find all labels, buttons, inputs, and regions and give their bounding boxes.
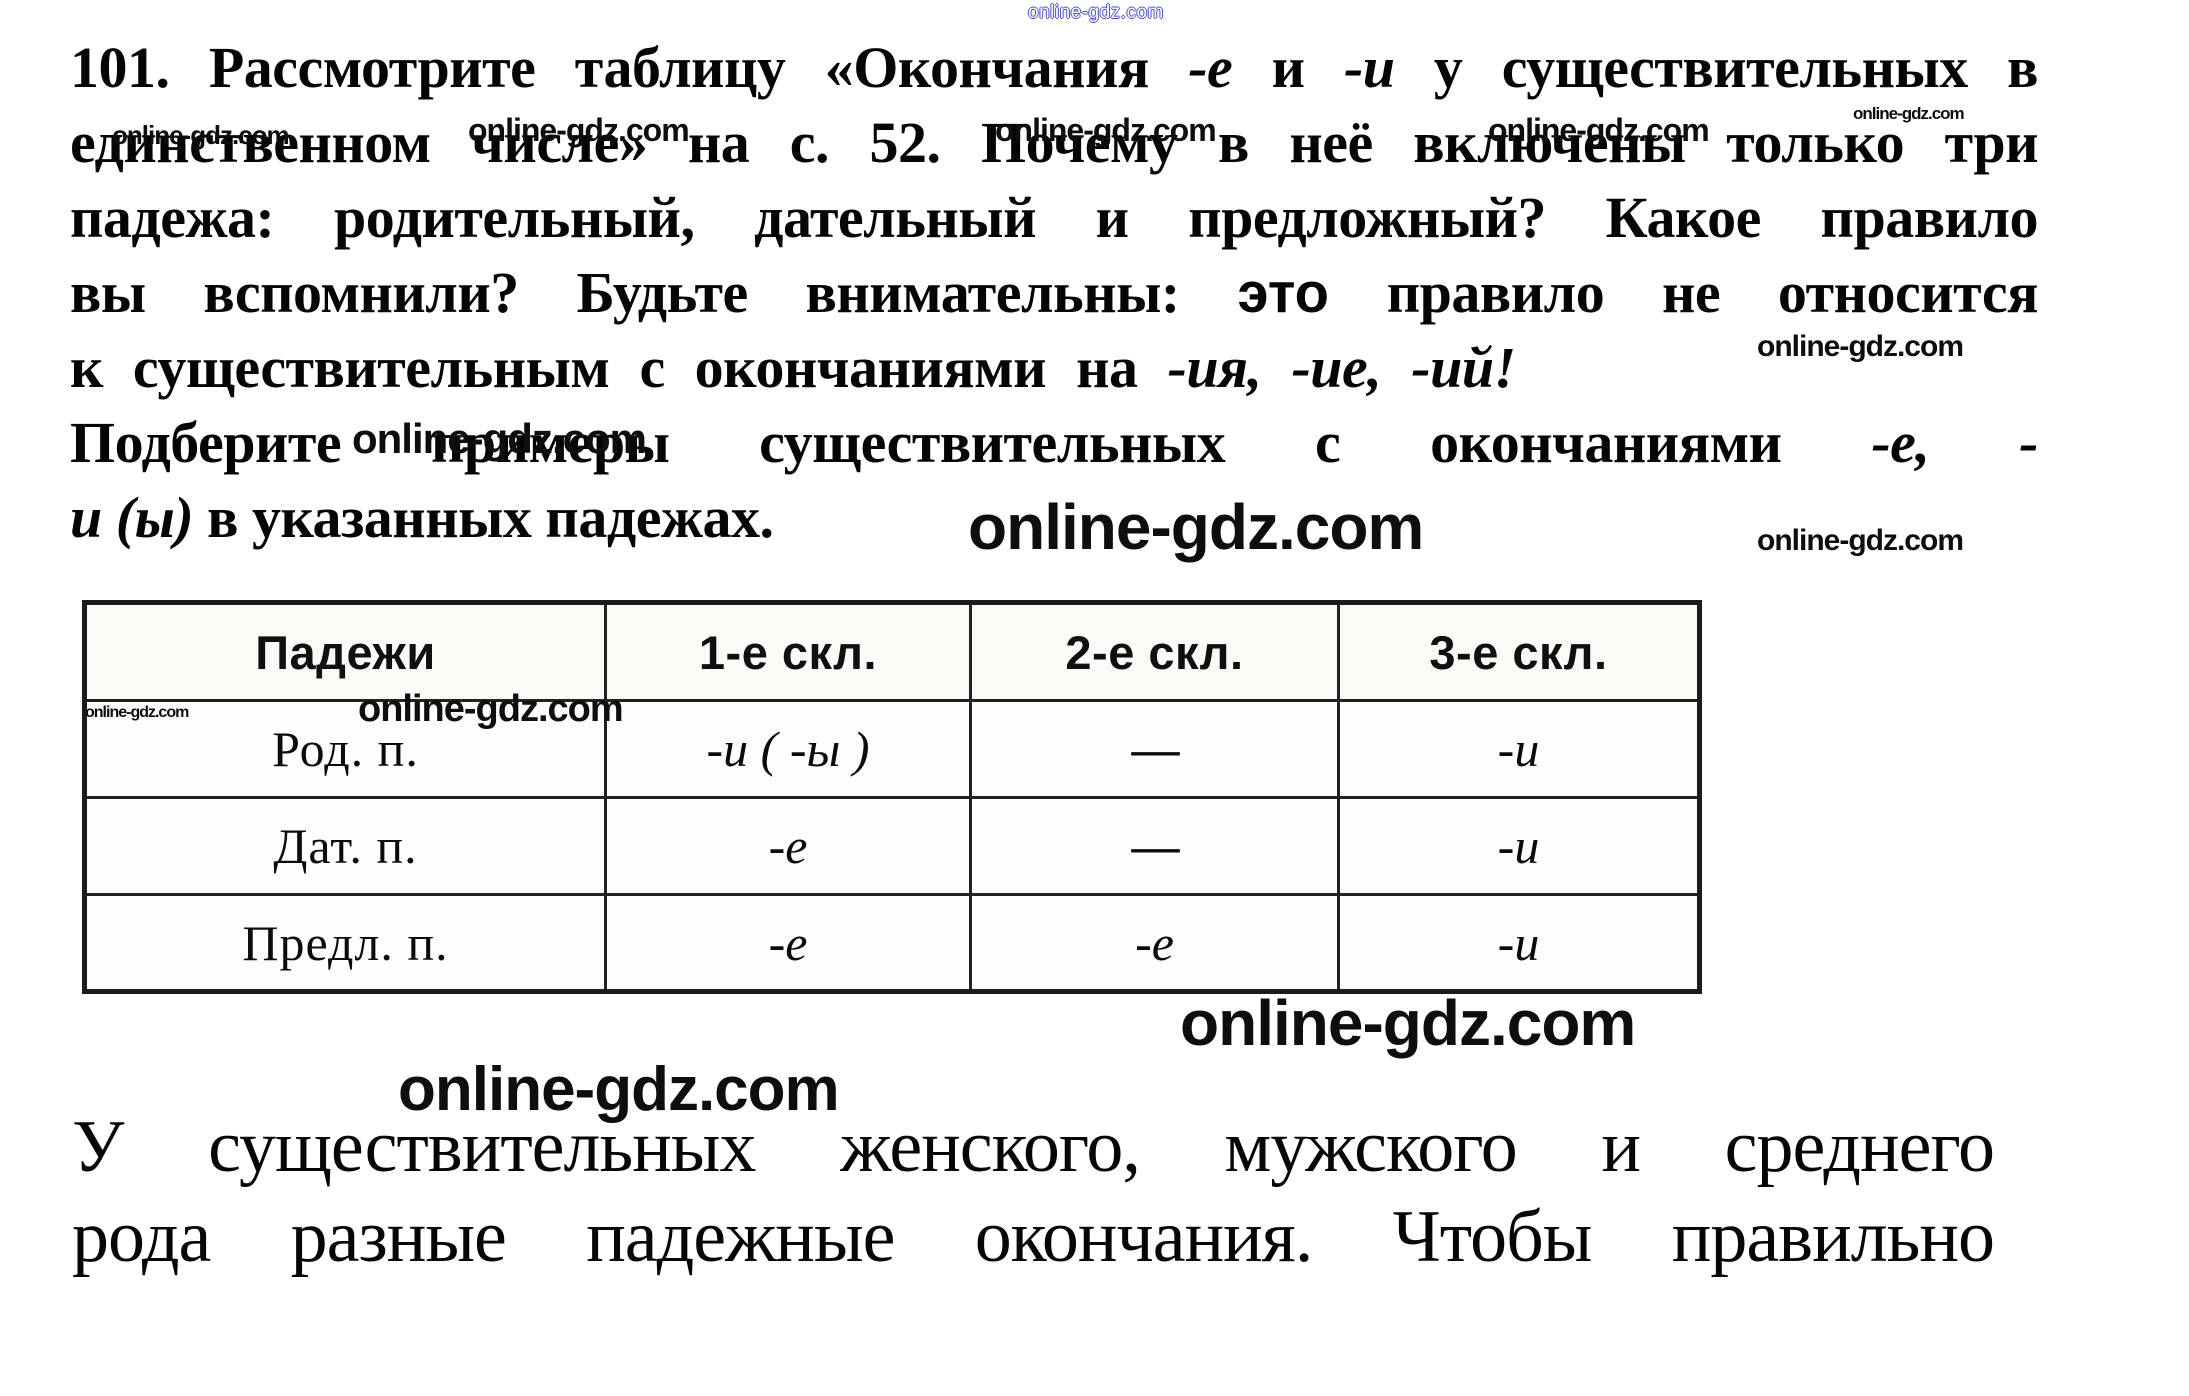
table-row: Род. п. -и ( -ы ) — -и	[83, 699, 1701, 799]
watermark: online-gdz.com	[1757, 330, 1964, 363]
watermark: online-gdz.com	[995, 112, 1217, 148]
exercise-line: вы вспомнили? Будьте внимательны: это пр…	[70, 255, 2039, 330]
table-row: Предл. п. -е -е -и	[83, 893, 1701, 993]
exercise-line: Подберите примеры существительных с окон…	[70, 405, 2038, 480]
watermark: online-gdz.com	[112, 120, 290, 150]
text-segment: у существительных в	[1394, 35, 2039, 100]
exercise-line: падежа: родительный, дательный и предлож…	[70, 180, 2039, 255]
ending-cell: -е	[604, 893, 972, 993]
exercise-line: единственном числе» на с. 52. Почему в н…	[70, 105, 2039, 180]
watermark: online-gdz.com	[85, 704, 189, 721]
text-segment: к существительным с окончаниями на	[70, 335, 1168, 400]
watermark: online-gdz.com	[1180, 987, 1636, 1059]
ending-cell: -и ( -ы )	[604, 699, 972, 799]
text-segment: -е	[1188, 35, 1233, 100]
text-segment: вы вспомнили? Будьте внимательны:	[70, 260, 1238, 325]
watermark: online-gdz.com	[358, 688, 624, 730]
watermark: online-gdz.com	[968, 491, 1424, 563]
ending-cell: -и	[1337, 699, 1701, 799]
watermark: online-gdz.com	[468, 112, 690, 148]
text-segment: это	[1237, 261, 1330, 324]
bottom-paragraph: У существительных женского, мужского и с…	[72, 1102, 1995, 1282]
ending-cell: -е	[604, 796, 972, 896]
text-segment: 101. Рассмотрите таблицу «Окончания	[70, 35, 1189, 100]
watermark: online-gdz.com	[1757, 524, 1964, 557]
watermark: online-gdz.com	[398, 1055, 840, 1124]
text-segment: правило не относится	[1329, 260, 2039, 325]
text-segment: -и	[1343, 35, 1395, 100]
text-segment: -ия, -ие, -ий!	[1167, 335, 1517, 400]
watermark: online-gdz.com	[1028, 2, 1164, 23]
text-segment: -е, -	[1871, 410, 2038, 475]
text-segment: падежа: родительный, дательный и предлож…	[70, 185, 2039, 250]
declension-table-wrap: Падежи 1-е скл. 2-е скл. 3-е скл. Род. п. -и…	[82, 600, 1702, 994]
column-header: 2-е скл.	[969, 601, 1340, 702]
watermark: online-gdz.com	[1488, 112, 1710, 148]
declension-table: Падежи 1-е скл. 2-е скл. 3-е скл. Род. п. -и…	[82, 600, 1702, 994]
table-row: Дат. п. -е — -и	[83, 796, 1701, 896]
case-name-cell: Род. п.	[83, 699, 607, 799]
text-segment: и (ы)	[70, 485, 194, 550]
ending-cell: -и	[1337, 893, 1701, 993]
text-segment: Подберите примеры существительных с окон…	[70, 410, 1872, 475]
exercise-line: 101. Рассмотрите таблицу «Окончания -е и…	[70, 30, 2039, 105]
text-segment: и	[1232, 35, 1344, 100]
ending-cell: —	[969, 796, 1340, 896]
text-segment: в указанных падежах.	[193, 485, 774, 550]
column-header: 3-е скл.	[1337, 601, 1701, 702]
ending-cell: —	[969, 699, 1340, 799]
ending-cell: -е	[969, 893, 1340, 993]
case-name-cell: Дат. п.	[83, 796, 607, 896]
watermark: online-gdz.com	[1853, 104, 1965, 123]
case-name-cell: Предл. п.	[83, 893, 607, 993]
exercise-line: и (ы) в указанных падежах.	[70, 480, 2038, 555]
ending-cell: -и	[1337, 796, 1701, 896]
column-header: 1-е скл.	[604, 601, 972, 702]
column-header: Падежи	[83, 601, 607, 702]
exercise-line: к существительным с окончаниями на -ия, …	[70, 330, 2038, 405]
text-segment: единственном числе» на с. 52. Почему в н…	[70, 110, 2039, 175]
table-header-row: Падежи 1-е скл. 2-е скл. 3-е скл.	[83, 601, 1701, 702]
exercise-text: 101. Рассмотрите таблицу «Окончания -е и…	[70, 30, 2039, 555]
table-body: Род. п. -и ( -ы ) — -и Дат. п. -е — -и Предл. п.…	[83, 699, 1701, 993]
watermark: online-gdz.com	[352, 415, 647, 462]
paragraph-line: У существительных женского, мужского и с…	[72, 1106, 1995, 1188]
paragraph-line: рода разные падежные окончания. Чтобы пр…	[72, 1196, 1995, 1278]
